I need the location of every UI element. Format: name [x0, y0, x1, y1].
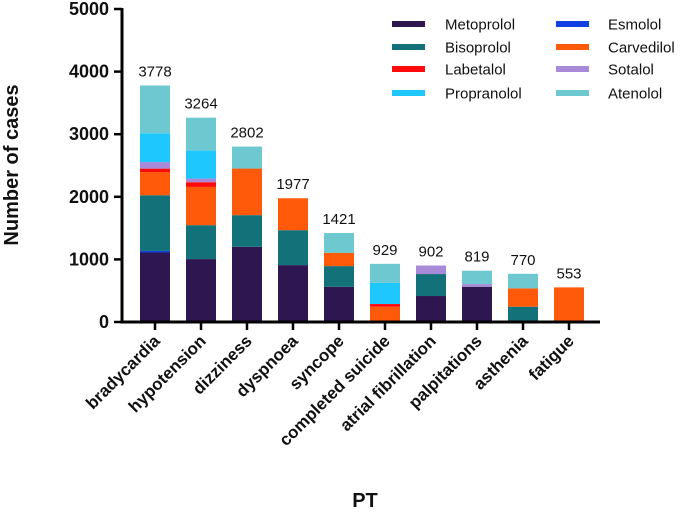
- x-axis-label: PT: [352, 490, 378, 512]
- bar-segment-carvedilol: [232, 168, 262, 216]
- bar-segment-atenolol: [186, 117, 216, 151]
- bar-segment-metoprolol: [462, 286, 492, 322]
- bar-segment-atenolol: [324, 233, 354, 253]
- legend-label: Bisoprolol: [445, 40, 511, 57]
- bar-segment-metoprolol: [186, 259, 216, 322]
- bar-segment-bisoprolol: [278, 230, 308, 266]
- bar-segment-carvedilol: [278, 198, 308, 231]
- bar-segment-labetalol: [370, 304, 400, 307]
- legend-swatch-atenolol: [556, 90, 589, 96]
- legend-label: Metoprolol: [445, 17, 515, 34]
- bar-segment-metoprolol: [140, 252, 170, 322]
- bar-segment-bisoprolol: [416, 274, 446, 297]
- bar-segment-propranolol: [186, 150, 216, 179]
- legend-label: Esmolol: [608, 17, 661, 34]
- total-label: 819: [464, 249, 489, 266]
- legend-label: Atenolol: [608, 86, 662, 103]
- legend-swatch-labetalol: [392, 66, 425, 72]
- y-tick-label: 4000: [69, 62, 109, 82]
- bar-segment-esmolol: [140, 250, 170, 253]
- legend-label: Propranolol: [445, 86, 522, 103]
- bar-segment-carvedilol: [370, 306, 400, 322]
- y-tick-label: 1000: [69, 249, 109, 269]
- bar-segment-atenolol: [508, 273, 538, 289]
- legend: Metoprolol Bisoprolol Labetalol Propranolol…: [392, 17, 675, 103]
- bar-segment-labetalol: [140, 168, 170, 173]
- legend-swatch-carvedilol: [556, 44, 589, 50]
- y-tick-label: 0: [99, 312, 109, 332]
- bar-segment-metoprolol: [278, 265, 308, 322]
- bar-segment-labetalol: [186, 182, 216, 187]
- bar-segment-atenolol: [140, 85, 170, 134]
- bar-segment-atenolol: [370, 263, 400, 283]
- legend-swatch-propranolol: [392, 90, 425, 96]
- y-tick-label: 2000: [69, 187, 109, 207]
- y-tick-label: 3000: [69, 124, 109, 144]
- y-axis-label: Number of cases: [1, 84, 23, 245]
- total-label: 2802: [230, 125, 263, 142]
- bar-segment-bisoprolol: [186, 225, 216, 260]
- bar-segment-carvedilol: [324, 252, 354, 267]
- bar-segment-atenolol: [462, 270, 492, 285]
- bar-segment-atenolol: [232, 146, 262, 169]
- bar-segment-propranolol: [140, 133, 170, 163]
- bar-segment-sotalol: [186, 178, 216, 183]
- legend-swatch-sotalol: [556, 66, 589, 72]
- bar-segment-bisoprolol: [324, 266, 354, 287]
- total-label: 770: [510, 252, 535, 269]
- bars: [140, 85, 584, 322]
- bar-segment-bisoprolol: [232, 215, 262, 247]
- bar-segment-carvedilol: [140, 172, 170, 196]
- bar-segment-sotalol: [140, 162, 170, 169]
- legend-swatch-metoprolol: [392, 21, 425, 27]
- total-label: 1977: [276, 176, 309, 193]
- total-label: 3264: [184, 96, 217, 113]
- total-label: 902: [418, 244, 443, 261]
- legend-swatch-esmolol: [556, 21, 589, 27]
- legend-label: Labetalol: [445, 62, 506, 79]
- bar-segment-metoprolol: [416, 296, 446, 322]
- y-tick-label: 5000: [69, 0, 109, 19]
- total-label: 553: [556, 265, 581, 282]
- total-label: 929: [372, 242, 397, 259]
- bar-segment-carvedilol: [554, 287, 584, 322]
- x-tick-label: fatigue: [525, 331, 578, 384]
- total-labels: 3778 3264 2802 1977 1421 929 902 819 770 553: [138, 63, 581, 282]
- bar-segment-propranolol: [370, 282, 400, 305]
- total-label: 3778: [138, 63, 171, 80]
- bar-segment-carvedilol: [508, 288, 538, 307]
- bar-segment-metoprolol: [232, 246, 262, 322]
- legend-swatch-bisoprolol: [392, 44, 425, 50]
- bar-segment-bisoprolol: [140, 195, 170, 251]
- legend-label: Carvedilol: [608, 40, 675, 57]
- legend-label: Sotalol: [608, 62, 654, 79]
- total-label: 1421: [322, 211, 355, 228]
- bar-segment-bisoprolol: [508, 306, 538, 322]
- bar-segment-carvedilol: [186, 186, 216, 226]
- bar-segment-sotalol: [416, 265, 446, 275]
- bar-segment-sotalol: [462, 284, 492, 287]
- bar-segment-metoprolol: [324, 286, 354, 322]
